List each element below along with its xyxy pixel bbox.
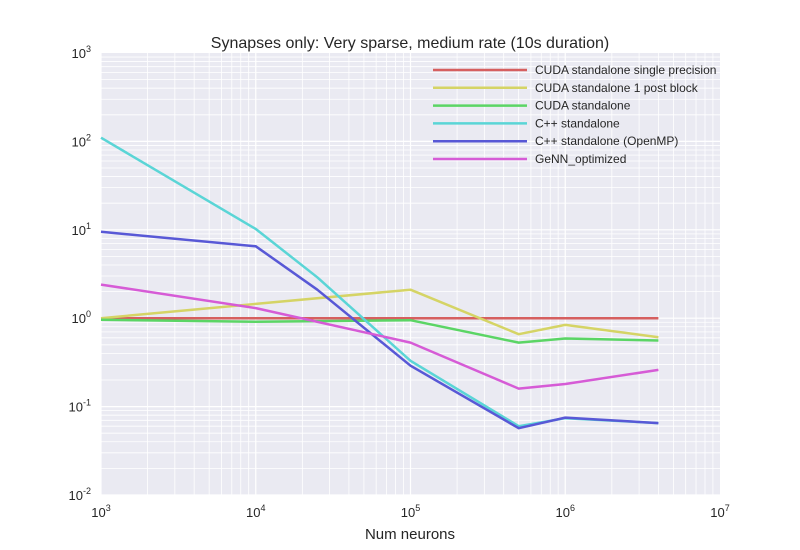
- legend-label: C++ standalone: [535, 116, 620, 130]
- legend: CUDA standalone single precision CUDA sta…: [433, 63, 716, 166]
- x-axis-label: Num neurons: [365, 526, 455, 543]
- y-tick-label: 100: [72, 309, 91, 326]
- x-axis-ticks: 103 104 105 106 107: [91, 503, 729, 520]
- y-tick-label: 10-1: [69, 398, 91, 415]
- series-line: [100, 230, 659, 430]
- series-line: [100, 318, 659, 344]
- chart-title: Synapses only: Very sparse, medium rate …: [211, 35, 609, 52]
- x-tick-label: 107: [710, 503, 729, 520]
- x-tick-label: 106: [556, 503, 575, 520]
- legend-label: CUDA standalone 1 post block: [535, 81, 699, 95]
- y-tick-label: 103: [72, 44, 91, 61]
- x-tick-label: 105: [401, 503, 420, 520]
- y-tick-label: 101: [72, 221, 91, 238]
- legend-label: C++ standalone (OpenMP): [535, 134, 678, 148]
- y-tick-label: 10-2: [69, 486, 91, 503]
- x-tick-label: 103: [91, 503, 110, 520]
- legend-label: CUDA standalone single precision: [535, 63, 716, 77]
- y-tick-label: 102: [72, 132, 91, 149]
- series-line: [100, 288, 659, 339]
- legend-label: CUDA standalone: [535, 99, 631, 113]
- series-layer: [100, 136, 659, 430]
- series-line: [100, 283, 659, 390]
- y-axis-ticks: 10-2 10-1 100 101 102 103: [69, 44, 91, 503]
- x-tick-label: 104: [246, 503, 265, 520]
- grid-lines: [100, 53, 720, 496]
- legend-label: GeNN_optimized: [535, 152, 626, 166]
